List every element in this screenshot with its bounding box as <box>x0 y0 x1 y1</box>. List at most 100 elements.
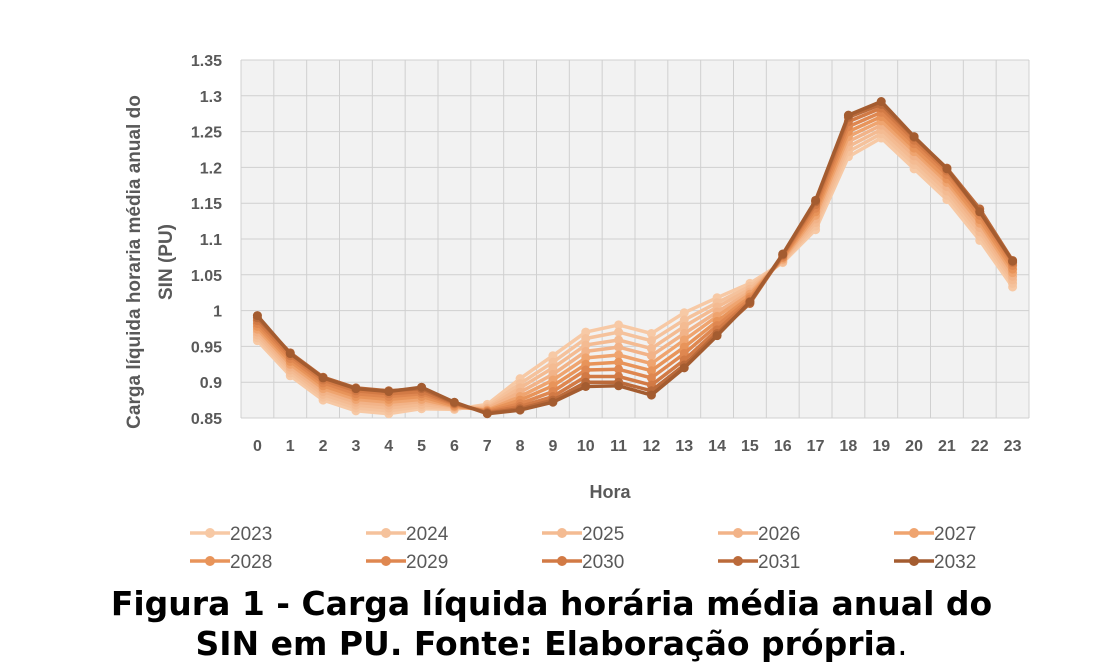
data-point-2027 <box>581 353 591 363</box>
x-tick-label: 23 <box>1004 438 1022 455</box>
legend-item-2027: 2027 <box>894 524 976 545</box>
y-tick-label: 1.3 <box>200 89 222 106</box>
legend-marker <box>557 556 567 566</box>
series-line-2030 <box>256 106 1015 415</box>
data-point-2032 <box>712 331 722 341</box>
series-line-2027 <box>256 119 1015 412</box>
data-point-2028 <box>679 342 689 352</box>
caption-line-2-text: SIN em PU. Fonte: Elaboração própria <box>195 624 898 663</box>
y-tick-label: 0.85 <box>191 411 222 428</box>
data-point-2028 <box>614 357 624 367</box>
data-point-2032 <box>843 110 853 120</box>
y-tick-label: 0.9 <box>200 375 222 392</box>
data-point-2032 <box>581 381 591 391</box>
data-point-2032 <box>417 382 427 392</box>
series-line-2025 <box>256 127 1015 410</box>
data-point-2023 <box>581 327 591 337</box>
data-point-2032 <box>778 249 788 259</box>
x-tick-label: 4 <box>384 438 393 455</box>
legend-marker <box>381 528 391 538</box>
legend-marker <box>733 528 743 538</box>
x-tick-label: 20 <box>905 438 923 455</box>
legend: 2023 2024 2025 2026 2027 2028 2029 2030 2031 2032 <box>190 524 976 573</box>
data-point-2029 <box>581 365 591 375</box>
data-point-2026 <box>581 346 591 356</box>
x-tick-label: 6 <box>450 438 459 455</box>
x-tick-label: 17 <box>807 438 825 455</box>
y-tick-label: 1.2 <box>200 160 222 177</box>
x-tick-label: 1 <box>286 438 295 455</box>
legend-label: 2025 <box>582 524 624 545</box>
data-point-2025 <box>581 340 591 350</box>
data-point-2025 <box>614 335 624 345</box>
series-line-2029 <box>256 110 1015 414</box>
x-tick-label: 0 <box>253 438 262 455</box>
legend-label: 2030 <box>582 552 624 573</box>
data-point-2024 <box>614 327 624 337</box>
legend-label: 2023 <box>230 524 272 545</box>
y-tick-label: 1.25 <box>191 125 222 142</box>
data-point-2029 <box>614 364 624 374</box>
data-point-2032 <box>548 397 558 407</box>
data-point-2025 <box>548 363 558 373</box>
data-point-2032 <box>909 132 919 142</box>
y-tick-label: 1.15 <box>191 196 222 213</box>
x-tick-label: 9 <box>548 438 557 455</box>
figure-caption: Figura 1 - Carga líquida horária média a… <box>0 584 1103 664</box>
data-point-2024 <box>679 315 689 325</box>
legend-label: 2026 <box>758 524 800 545</box>
data-point-2032 <box>975 207 985 217</box>
y-axis-title: Carga líquida horaria média anual do SIN… <box>124 95 177 429</box>
data-point-2032 <box>876 97 886 107</box>
x-tick-label: 14 <box>708 438 726 455</box>
legend-item-2029: 2029 <box>366 552 448 573</box>
y-tick-label: 1.05 <box>191 268 222 285</box>
data-point-2026 <box>646 351 656 361</box>
data-point-2032 <box>285 349 295 359</box>
data-point-2032 <box>318 373 328 383</box>
x-tick-label: 11 <box>610 438 627 455</box>
data-point-2032 <box>942 164 952 174</box>
data-point-2025 <box>646 344 656 354</box>
data-point-2024 <box>646 336 656 346</box>
data-point-2028 <box>646 366 656 376</box>
x-tick-label: 12 <box>643 438 661 455</box>
x-tick-label: 19 <box>872 438 890 455</box>
x-axis-title: Hora <box>589 482 631 502</box>
data-point-2032 <box>351 384 361 394</box>
data-point-2026 <box>679 329 689 339</box>
data-point-2027 <box>646 359 656 369</box>
legend-marker <box>557 528 567 538</box>
data-point-2027 <box>614 350 624 360</box>
x-tick-label: 13 <box>675 438 693 455</box>
x-tick-label: 15 <box>741 438 759 455</box>
data-point-2027 <box>679 335 689 345</box>
x-tick-label: 3 <box>351 438 360 455</box>
x-tick-label: 8 <box>516 438 525 455</box>
legend-label: 2027 <box>934 524 976 545</box>
legend-marker <box>909 556 919 566</box>
series-line-2032 <box>256 99 1015 416</box>
series-line-2028 <box>256 114 1015 413</box>
data-point-2023 <box>548 351 558 361</box>
data-point-2023 <box>646 329 656 339</box>
data-point-2032 <box>646 390 656 400</box>
legend-item-2030: 2030 <box>542 552 624 573</box>
legend-label: 2024 <box>406 524 449 545</box>
x-tick-label: 22 <box>971 438 989 455</box>
x-tick-label: 5 <box>417 438 426 455</box>
series-line-2024 <box>256 131 1015 413</box>
data-point-2032 <box>811 195 821 205</box>
legend-marker <box>733 556 743 566</box>
caption-line-1: Figura 1 - Carga líquida horária média a… <box>110 584 993 623</box>
data-point-2032 <box>679 363 689 373</box>
y-tick-label: 1 <box>213 304 222 321</box>
data-point-2026 <box>614 342 624 352</box>
y-axis-title-line1: Carga líquida horaria média anual do <box>124 95 145 429</box>
caption-period: . <box>897 624 908 663</box>
data-point-2029 <box>646 373 656 383</box>
series-line-2023 <box>256 136 1015 416</box>
y-axis-ticks: 1.35 1.3 1.25 1.2 1.15 1.1 1.05 1 0.95 0.9 0.85 <box>191 53 222 428</box>
legend-item-2028: 2028 <box>190 552 272 573</box>
x-tick-label: 16 <box>774 438 792 455</box>
